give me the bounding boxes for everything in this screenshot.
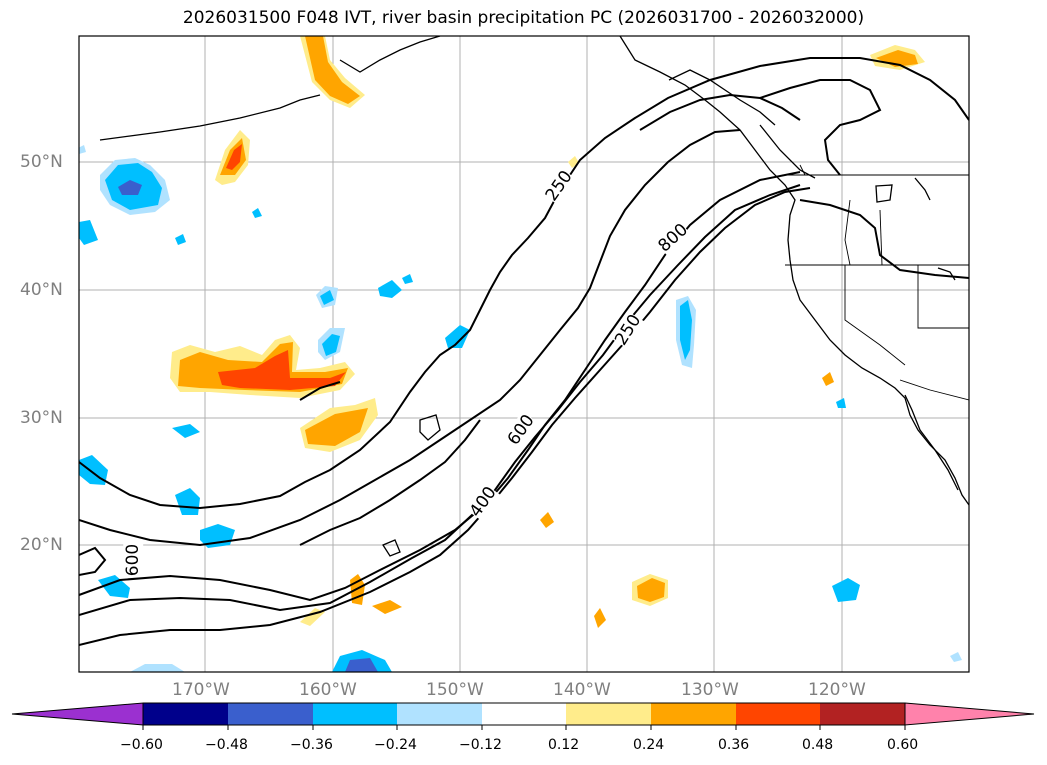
lon-label-160w: 160°W — [299, 680, 357, 700]
colorbar-tick-label: −0.48 — [205, 737, 248, 753]
colorbar-tick-label: −0.24 — [374, 737, 417, 753]
map-plot-area — [79, 36, 969, 672]
colorbar-extend-high — [904, 702, 1035, 726]
lat-label-20n: 20°N — [20, 535, 63, 555]
colorbar-swatch — [566, 703, 651, 725]
colorbar-tick-label: 0.48 — [802, 737, 834, 753]
lat-label-40n: 40°N — [20, 280, 63, 300]
colorbar-tick-label: 0.24 — [633, 737, 665, 753]
colorbar-extend-low — [11, 702, 144, 726]
lon-label-170w: 170°W — [172, 680, 230, 700]
coastlines — [99, 36, 969, 557]
colorbar-tick-label: 0.60 — [887, 737, 919, 753]
lon-label-120w: 120°W — [808, 680, 866, 700]
colorbar-swatch — [482, 703, 566, 725]
colorbar-tick-label: 0.36 — [718, 737, 750, 753]
colorbar-swatch — [313, 703, 397, 725]
precip-positive-patches — [170, 36, 925, 628]
precip-negative-patches — [79, 145, 962, 672]
lat-label-30n: 30°N — [20, 408, 63, 428]
lon-label-140w: 140°W — [553, 680, 611, 700]
colorbar-tick-label: −0.12 — [459, 737, 502, 753]
colorbar-tick-label: −0.36 — [290, 737, 333, 753]
colorbar-tick-label: −0.60 — [120, 737, 163, 753]
colorbar-swatch — [651, 703, 736, 725]
map-frame — [78, 35, 970, 673]
map-title: 2026031500 F048 IVT, river basin precipi… — [182, 8, 865, 28]
colorbar-swatch — [228, 703, 313, 725]
lon-label-130w: 130°W — [681, 680, 739, 700]
lat-label-50n: 50°N — [20, 152, 63, 172]
colorbar-swatch — [143, 703, 228, 725]
colorbar-tick-label: 0.12 — [548, 737, 580, 753]
lon-label-150w: 150°W — [426, 680, 484, 700]
colorbar — [11, 702, 1035, 730]
colorbar-swatch — [397, 703, 482, 725]
ivt-contours — [79, 57, 969, 646]
colorbar-swatch — [820, 703, 905, 725]
ivt-contour-label: 600 — [123, 543, 144, 577]
political-borders — [782, 164, 969, 401]
colorbar-swatch — [736, 703, 820, 725]
